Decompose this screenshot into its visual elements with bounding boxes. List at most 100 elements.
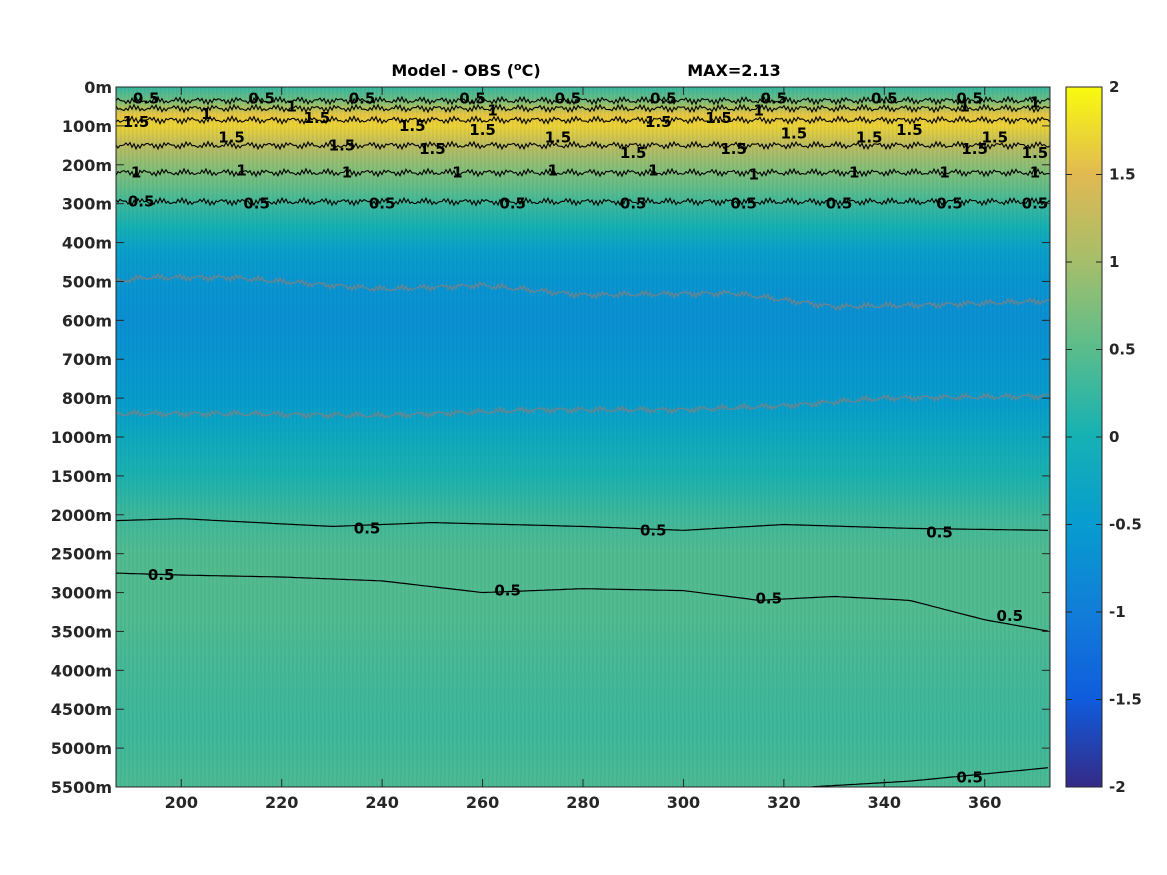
texture-stripe xyxy=(132,87,134,787)
contour-label: 1 xyxy=(849,164,859,182)
texture-stripe xyxy=(352,87,354,787)
texture-stripe xyxy=(152,87,154,787)
texture-stripe xyxy=(424,87,426,787)
texture-stripe xyxy=(396,87,398,787)
y-tick-label: 3000m xyxy=(51,584,112,603)
texture-stripe xyxy=(632,87,634,787)
texture-stripe xyxy=(432,87,434,787)
texture-stripe xyxy=(624,87,626,787)
texture-stripe xyxy=(820,87,822,787)
contour-layer xyxy=(116,95,1050,787)
colorbar-tick-label: 0 xyxy=(1109,428,1119,446)
texture-stripe xyxy=(532,87,534,787)
texture-stripe xyxy=(420,87,422,787)
contour-label: 0.5 xyxy=(354,519,381,537)
texture-stripe xyxy=(884,87,886,787)
texture-stripe xyxy=(252,87,254,787)
texture-stripe xyxy=(472,87,474,787)
texture-stripe xyxy=(988,87,990,787)
contour-label: 0.5 xyxy=(956,768,983,786)
texture-stripe xyxy=(224,87,226,787)
texture-stripe xyxy=(924,87,926,787)
texture-stripe xyxy=(920,87,922,787)
contour-label: 1 xyxy=(487,101,497,119)
texture-stripe xyxy=(688,87,690,787)
colorbar-tick-label: -2 xyxy=(1109,778,1126,796)
contour-label: 1 xyxy=(452,164,462,182)
x-tick-label: 280 xyxy=(566,793,599,812)
texture-stripe xyxy=(368,87,370,787)
contour-label: 0.5 xyxy=(926,523,953,541)
y-tick-label: 3500m xyxy=(51,622,112,641)
max-label: MAX=2.13 xyxy=(687,61,781,80)
contour-label: 1.5 xyxy=(304,109,331,127)
texture-stripe xyxy=(544,87,546,787)
texture-stripe xyxy=(984,87,986,787)
texture-stripe xyxy=(840,87,842,787)
contour-label: 0.5 xyxy=(997,607,1024,625)
y-tick-label: 2500m xyxy=(51,545,112,564)
texture-stripe xyxy=(128,87,130,787)
contour-label: 0.5 xyxy=(459,90,486,108)
texture-stripe xyxy=(680,87,682,787)
x-tick-label: 320 xyxy=(767,793,800,812)
texture-stripe xyxy=(372,87,374,787)
texture-stripe xyxy=(248,87,250,787)
y-tick-label: 300m xyxy=(62,195,112,214)
texture-stripe xyxy=(192,87,194,787)
y-tick-label: 5000m xyxy=(51,739,112,758)
texture-stripe xyxy=(640,87,642,787)
y-tick-label: 1000m xyxy=(51,428,112,447)
contour-label: 0.5 xyxy=(1022,195,1049,213)
texture-stripe xyxy=(144,87,146,787)
texture-stripe xyxy=(220,87,222,787)
colorbar-tick-label: -0.5 xyxy=(1109,516,1142,534)
colorbar-tick-label: 1 xyxy=(1109,253,1119,271)
texture-stripe xyxy=(972,87,974,787)
texture-stripe xyxy=(576,87,578,787)
y-tick-label: 200m xyxy=(62,156,112,175)
texture-stripe xyxy=(904,87,906,787)
x-axis: 200 220 240 260 280 300 320 340 360 xyxy=(165,87,1001,812)
contour-label: 0.5 xyxy=(640,521,667,539)
contour-label: 0.5 xyxy=(650,90,677,108)
contour-label: 1.5 xyxy=(981,129,1008,147)
contour-label-layer: 0.5 0.5 0.5 0.5 0.5 0.5 0.5 0.5 0.51 1 1 1 1 11.5 1.5 1… xyxy=(123,90,1048,787)
texture-stripe xyxy=(980,87,982,787)
x-tick-label: 200 xyxy=(165,793,198,812)
texture-stripe xyxy=(428,87,430,787)
texture-stripe xyxy=(1024,87,1026,787)
contour-label: 1.5 xyxy=(123,113,150,131)
contour-label: 1 xyxy=(1030,94,1040,112)
texture-stripe xyxy=(592,87,594,787)
texture-stripe xyxy=(856,87,858,787)
contour-line xyxy=(116,167,1050,178)
texture-stripe xyxy=(816,87,818,787)
texture-stripe xyxy=(644,87,646,787)
title-degree: o xyxy=(514,60,522,73)
texture-stripe xyxy=(900,87,902,787)
texture-stripe xyxy=(356,87,358,787)
texture-stripe xyxy=(996,87,998,787)
contour-label: 1 xyxy=(131,164,141,182)
texture-stripe xyxy=(604,87,606,787)
contour-label: 0.5 xyxy=(499,195,526,213)
texture-stripe xyxy=(244,87,246,787)
texture-stripe xyxy=(280,87,282,787)
texture-stripe xyxy=(376,87,378,787)
texture-stripe xyxy=(164,87,166,787)
texture-stripe xyxy=(564,87,566,787)
texture-stripe xyxy=(1016,87,1018,787)
contour-label: 1.5 xyxy=(469,121,496,139)
texture-stripe xyxy=(928,87,930,787)
texture-stripe xyxy=(1000,87,1002,787)
contour-line xyxy=(116,140,1050,151)
texture-stripe xyxy=(1008,87,1010,787)
texture-stripe xyxy=(652,87,654,787)
texture-stripe xyxy=(344,87,346,787)
texture-stripe xyxy=(828,87,830,787)
texture-stripe xyxy=(1020,87,1022,787)
contour-line xyxy=(811,767,1049,787)
texture-stripe xyxy=(264,87,266,787)
